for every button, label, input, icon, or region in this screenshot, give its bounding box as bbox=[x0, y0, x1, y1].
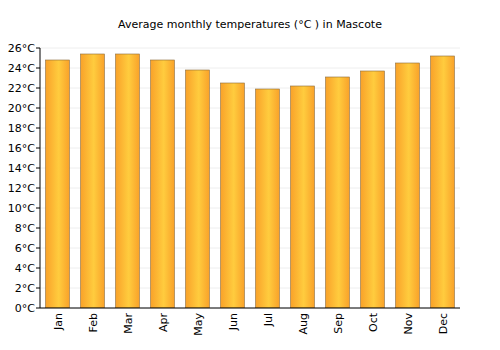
y-tick bbox=[36, 188, 40, 189]
y-tick bbox=[36, 228, 40, 229]
y-tick-label: 26°C bbox=[8, 42, 35, 55]
y-tick bbox=[36, 268, 40, 269]
y-tick-label: 18°C bbox=[8, 122, 35, 135]
y-tick-label: 16°C bbox=[8, 142, 35, 155]
y-tick-label: 12°C bbox=[8, 182, 35, 195]
y-tick bbox=[36, 308, 40, 309]
bar bbox=[396, 63, 420, 308]
bar bbox=[431, 56, 455, 308]
bar bbox=[46, 60, 70, 308]
x-tick-label: Jul bbox=[262, 313, 275, 327]
y-tick-label: 2°C bbox=[15, 282, 35, 295]
y-tick-label: 24°C bbox=[8, 62, 35, 75]
y-tick bbox=[36, 288, 40, 289]
bars bbox=[46, 54, 455, 308]
y-tick bbox=[36, 108, 40, 109]
bar bbox=[186, 70, 210, 308]
y-tick-label: 0°C bbox=[15, 302, 35, 315]
y-tick-label: 10°C bbox=[8, 202, 35, 215]
grid-line bbox=[40, 48, 460, 49]
y-tick bbox=[36, 148, 40, 149]
bar bbox=[221, 83, 245, 308]
x-tick-label: Nov bbox=[402, 313, 415, 335]
x-tick-label: Jun bbox=[227, 313, 240, 331]
y-tick bbox=[36, 68, 40, 69]
y-tick bbox=[36, 248, 40, 249]
x-tick-label: Aug bbox=[297, 313, 310, 334]
y-tick-label: 20°C bbox=[8, 102, 35, 115]
chart: Average monthly temperatures (°C ) in Ma… bbox=[0, 0, 500, 350]
y-tick-label: 22°C bbox=[8, 82, 35, 95]
title: Average monthly temperatures (°C ) in Ma… bbox=[118, 18, 382, 31]
bar bbox=[81, 54, 105, 308]
y-axis bbox=[40, 48, 41, 308]
x-tick-label: Oct bbox=[367, 312, 380, 332]
bar bbox=[151, 60, 175, 308]
x-tick-label: Sep bbox=[332, 313, 345, 334]
x-tick-label: May bbox=[192, 313, 205, 336]
y-tick bbox=[36, 168, 40, 169]
x-tick-label: Apr bbox=[157, 313, 170, 333]
x-tick-label: Feb bbox=[87, 313, 100, 332]
y-tick-label: 8°C bbox=[15, 222, 35, 235]
x-tick-label: Dec bbox=[437, 313, 450, 334]
bar bbox=[361, 71, 385, 308]
x-axis bbox=[40, 308, 460, 309]
y-tick bbox=[36, 48, 40, 49]
y-tick-label: 4°C bbox=[15, 262, 35, 275]
y-tick bbox=[36, 208, 40, 209]
y-tick bbox=[36, 128, 40, 129]
grid-line bbox=[40, 308, 460, 309]
bar bbox=[116, 54, 140, 308]
y-tick bbox=[36, 88, 40, 89]
x-tick-label: Mar bbox=[122, 313, 135, 334]
y-tick-label: 6°C bbox=[15, 242, 35, 255]
bar bbox=[326, 77, 350, 308]
bar bbox=[291, 86, 315, 308]
y-tick-label: 14°C bbox=[8, 162, 35, 175]
bar bbox=[256, 89, 280, 308]
x-tick-label: Jan bbox=[52, 313, 65, 331]
